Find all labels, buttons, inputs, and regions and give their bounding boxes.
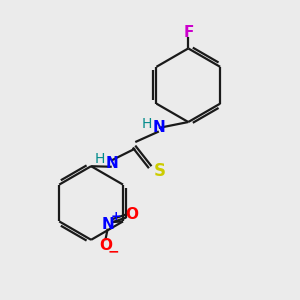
Text: N: N <box>105 156 118 171</box>
Text: N: N <box>101 217 114 232</box>
Text: −: − <box>108 244 119 258</box>
Text: H: H <box>141 117 152 131</box>
Text: O: O <box>126 207 139 222</box>
Text: F: F <box>184 25 194 40</box>
Text: H: H <box>94 152 104 166</box>
Text: +: + <box>111 211 121 224</box>
Text: O: O <box>99 238 112 253</box>
Text: N: N <box>152 120 165 135</box>
Text: S: S <box>154 162 166 180</box>
